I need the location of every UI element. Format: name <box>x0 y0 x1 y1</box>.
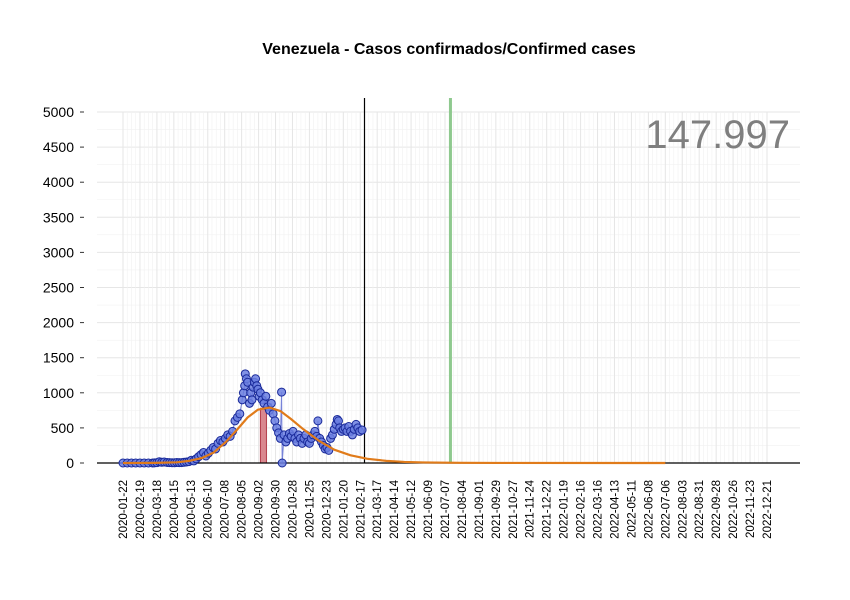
x-tick-label: 2021-01-20 <box>338 480 350 539</box>
x-tick-label: 2020-02-19 <box>135 480 147 539</box>
y-tick-label: 1500 <box>43 350 74 366</box>
x-tick-label: 2020-12-23 <box>321 480 333 539</box>
data-point <box>261 391 271 401</box>
x-tick-label: 2020-09-02 <box>254 480 266 539</box>
fit-curve <box>122 406 666 465</box>
x-tick-label: 2021-04-14 <box>389 479 401 538</box>
data-point <box>247 395 257 405</box>
x-tick-label: 2022-07-06 <box>660 480 672 539</box>
x-tick-label: 2022-03-16 <box>593 480 605 539</box>
y-tick-label: 2500 <box>43 280 74 296</box>
y-tick-label: 0 <box>66 455 74 471</box>
x-tick-label: 2020-03-18 <box>152 480 164 539</box>
x-tick-label: 2021-02-17 <box>355 480 367 539</box>
x-tick-label: 2021-12-22 <box>542 480 554 539</box>
data-point <box>277 458 287 468</box>
x-tick-label: 2022-01-19 <box>559 480 571 539</box>
y-tick-label: 500 <box>51 420 75 436</box>
x-tick-label: 2020-07-08 <box>220 480 232 539</box>
data-point <box>357 425 367 435</box>
x-tick-label: 2022-02-16 <box>576 480 588 539</box>
x-tick-label: 2021-11-24 <box>525 479 537 538</box>
x-axis-ticks: 2020-01-22 2020-02-19 2020-03-18 2020-04-15… <box>118 479 774 538</box>
x-tick-label: 2022-09-28 <box>711 480 723 539</box>
x-tick-label: 2021-05-12 <box>406 480 418 539</box>
x-tick-label: 2020-10-28 <box>287 480 299 539</box>
x-tick-label: 2020-08-05 <box>237 480 249 539</box>
x-tick-label: 2021-09-01 <box>474 480 486 539</box>
chart-title: Venezuela - Casos confirmados/Confirmed … <box>262 41 636 58</box>
vertical-markers <box>363 98 452 463</box>
x-tick-label: 2021-09-29 <box>491 480 503 539</box>
x-tick-label: 2021-10-27 <box>508 480 520 539</box>
x-tick-label: 2020-01-22 <box>118 480 130 539</box>
x-tick-label: 2021-07-07 <box>440 480 452 539</box>
x-tick-label: 2021-08-04 <box>457 479 469 538</box>
total-cases-label: 147.997 <box>645 113 790 157</box>
data-point <box>266 398 276 408</box>
x-tick-label: 2022-10-26 <box>728 480 740 539</box>
y-tick-label: 3000 <box>43 244 74 260</box>
x-tick-label: 2021-06-09 <box>423 480 435 539</box>
x-tick-label: 2022-08-03 <box>677 480 689 539</box>
y-tick-label: 2000 <box>43 315 74 331</box>
data-point <box>313 416 323 426</box>
x-tick-label: 2022-08-31 <box>694 480 706 539</box>
data-point <box>277 387 287 397</box>
fit-curve-line <box>122 406 666 465</box>
x-tick-label: 2022-11-23 <box>745 480 757 538</box>
x-tick-label: 2021-03-17 <box>372 480 384 539</box>
y-axis-ticks: 0 500 1000 1500 2000 2500 3000 3500 4000 4500 5000 <box>43 104 84 471</box>
x-tick-label: 2020-05-13 <box>186 480 198 539</box>
y-tick-label: 4000 <box>43 174 74 190</box>
data-point <box>235 409 245 419</box>
y-tick-label: 4500 <box>43 139 74 155</box>
x-tick-label: 2022-06-08 <box>643 480 655 539</box>
x-tick-label: 2022-05-11 <box>626 480 638 538</box>
x-tick-label: 2020-11-25 <box>304 480 316 538</box>
grid <box>97 111 800 464</box>
y-tick-label: 5000 <box>43 104 74 120</box>
x-tick-label: 2020-04-15 <box>169 480 181 539</box>
x-tick-label: 2022-12-21 <box>762 480 774 539</box>
highlight-bar <box>259 407 267 464</box>
y-tick-label: 1000 <box>43 385 74 401</box>
x-tick-label: 2022-04-13 <box>609 480 621 539</box>
x-tick-label: 2020-06-10 <box>203 480 215 539</box>
x-tick-label: 2020-09-30 <box>271 480 283 539</box>
y-tick-label: 3500 <box>43 209 74 225</box>
highlight-bars <box>259 407 267 464</box>
